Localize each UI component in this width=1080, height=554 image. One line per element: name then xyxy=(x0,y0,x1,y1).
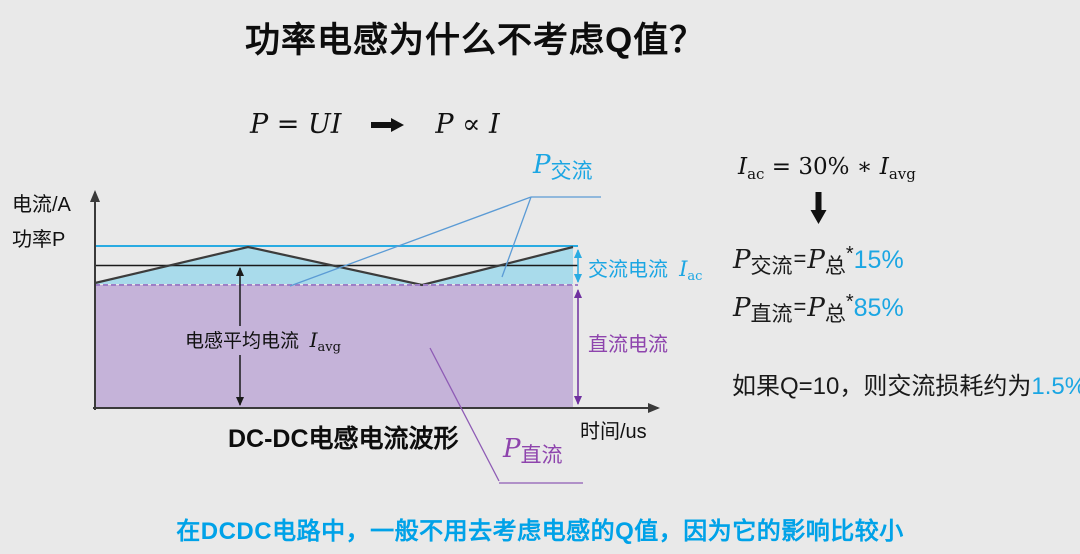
multiply-star: * xyxy=(845,291,854,313)
equals-sign: = xyxy=(793,246,807,271)
q-conclusion: 如果Q=10，则交流损耗约为1.5% xyxy=(732,366,1080,401)
ac-power-percentage: 15% xyxy=(853,246,904,274)
q-conclusion-value: 1.5% xyxy=(1031,373,1080,400)
chart-caption: DC-DC电感电流波形 xyxy=(228,425,459,453)
p-dc-callout-label: P直流 xyxy=(503,434,563,467)
y-axis-label-current: 电流/A xyxy=(12,194,71,216)
dc-power-percentage: 85% xyxy=(853,294,904,322)
iac-symbol: I xyxy=(738,154,748,180)
q-conclusion-text: 如果Q=10，则交流损耗约为 xyxy=(732,373,1032,400)
p-total-symbol: P xyxy=(807,293,825,323)
p-dc-symbol: P xyxy=(503,434,521,464)
avg-current-text: 电感平均电流 xyxy=(185,331,300,352)
p-ac-leader-1 xyxy=(289,196,532,287)
intro-formula: P = UI P ∝ I xyxy=(250,109,500,140)
p-ac-symbol: P xyxy=(533,150,551,180)
p-ac-callout-label: P交流 xyxy=(533,150,593,183)
page-title: 功率电感为什么不考虑Q值？ xyxy=(245,21,706,60)
avg-current-subscript: avg xyxy=(317,340,341,355)
dc-current-label: 直流电流 xyxy=(588,334,668,356)
iavg-subscript: avg xyxy=(888,165,916,183)
formula-iac: Iac = 30% ∗ Iavg xyxy=(738,154,916,183)
avg-current-symbol: I xyxy=(309,328,318,352)
formula-p-ui: P = UI xyxy=(250,109,342,140)
inductor-current-waveform xyxy=(94,245,574,287)
p-dc-leader xyxy=(429,347,500,482)
p-ac-leader-2 xyxy=(501,196,532,278)
equals-sign: = xyxy=(793,294,807,319)
iavg-symbol: I xyxy=(879,154,889,180)
p-total-sub: 总 xyxy=(824,303,846,326)
x-axis-label: 时间/us xyxy=(580,421,647,443)
p-total-sub: 总 xyxy=(824,255,846,278)
down-arrow-icon xyxy=(810,192,827,230)
p-symbol: P xyxy=(733,293,751,323)
p-dc-subscript: 直流 xyxy=(520,444,563,467)
p-total-symbol: P xyxy=(807,245,825,275)
iac-equals-30pct: = 30% ∗ xyxy=(764,154,880,180)
right-arrow-icon xyxy=(371,116,405,134)
avg-current-label: 电感平均电流 Iavg xyxy=(180,326,346,355)
summary-banner: 在DCDC电路中，一般不用去考虑电感的Q值，因为它的影响比较小 xyxy=(176,518,904,545)
ac-current-label: 交流电流 Iac xyxy=(588,253,702,284)
formula-p-prop-i: P ∝ I xyxy=(435,109,500,140)
p-ac-sub: 交流 xyxy=(750,255,793,278)
p-ac-subscript: 交流 xyxy=(550,160,593,183)
multiply-star: * xyxy=(845,243,854,265)
y-axis-label-power: 功率P xyxy=(12,229,66,251)
p-dc-sub: 直流 xyxy=(750,303,793,326)
formula-p-dc: P直流=P总*85% xyxy=(733,291,904,326)
ac-current-subscript: ac xyxy=(687,269,703,284)
ac-current-symbol: I xyxy=(679,257,688,281)
ac-current-text: 交流电流 xyxy=(588,259,668,281)
formula-p-ac: P交流=P总*15% xyxy=(733,243,904,278)
iac-subscript: ac xyxy=(747,165,765,183)
p-symbol: P xyxy=(733,245,751,275)
